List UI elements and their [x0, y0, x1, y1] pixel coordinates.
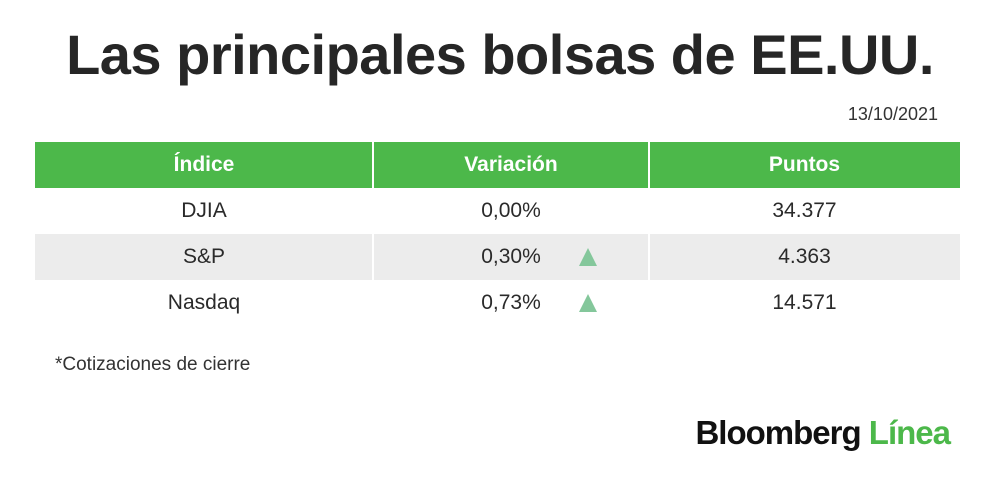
table-row: DJIA 0,00% 34.377: [35, 188, 960, 234]
separator: [372, 234, 374, 280]
table-row: Nasdaq 0,73% 14.571: [35, 280, 960, 326]
cell: 0,00%: [481, 199, 541, 222]
cell: 34.377: [772, 199, 837, 222]
cell: 14.571: [772, 291, 837, 314]
date: 13/10/2021: [847, 104, 938, 124]
brand: Bloomberg: [695, 414, 861, 451]
up-arrow: [579, 294, 597, 312]
table-row: S&P 0,30% 4.363: [35, 234, 960, 280]
table-header: Índice Variación Puntos: [35, 142, 960, 188]
separator: [648, 142, 650, 188]
cell: DJIA: [181, 199, 227, 222]
cell: 0,30%: [481, 245, 541, 268]
separator: [372, 142, 374, 188]
footnote: *Cotizaciones de cierre: [55, 354, 251, 375]
cell: Nasdaq: [167, 291, 241, 314]
up-arrow: [579, 248, 597, 266]
cell: S&P: [182, 245, 226, 268]
cell: 4.363: [778, 245, 831, 268]
brand-accent: Línea: [868, 414, 951, 451]
column-header: Índice: [173, 153, 235, 176]
column-header: Variación: [464, 153, 558, 176]
logo: Bloomberg Línea: [695, 414, 951, 452]
separator: [648, 234, 650, 280]
column-header: Puntos: [768, 153, 841, 176]
cell: 0,73%: [481, 291, 541, 314]
title: Las principales bolsas de EE.UU.: [66, 23, 934, 86]
